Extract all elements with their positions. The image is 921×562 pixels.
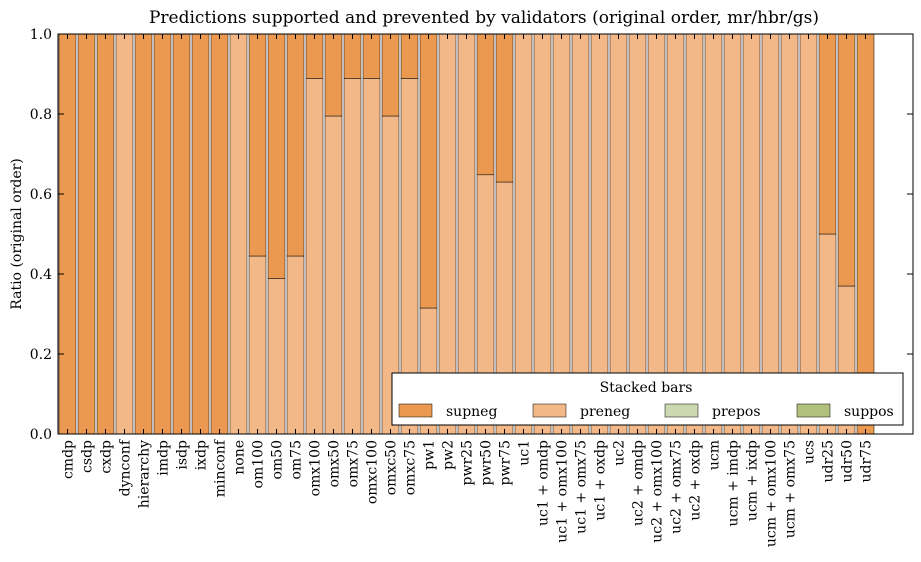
x-tick-label: omxc100 (365, 440, 381, 504)
bar-preneg (115, 33, 134, 435)
bar-supneg (248, 33, 267, 257)
x-tick-label: omx100 (308, 440, 324, 496)
bar-supneg (286, 33, 305, 257)
x-tick-label: om50 (270, 440, 286, 480)
x-tick-label: hierarchy (137, 440, 153, 508)
y-tick-label: 0.8 (30, 107, 52, 123)
x-tick-label: om100 (251, 440, 267, 488)
bar-supneg (381, 33, 400, 117)
x-tick-label: udr50 (840, 440, 856, 483)
bar-preneg (248, 255, 267, 435)
x-tick-label: ucm + omx75 (783, 440, 799, 538)
x-tick-label: uc2 + omx100 (650, 440, 666, 543)
x-tick-label: pw1 (422, 440, 438, 470)
x-tick-label: ucm + imdp (726, 440, 742, 526)
x-tick-label: cmdp (61, 440, 77, 479)
bar-supneg (362, 33, 381, 79)
x-tick-label: uc2 (612, 440, 628, 466)
bar-supneg (77, 33, 96, 435)
bar-preneg (343, 78, 362, 435)
x-tick-label: ucm + omx100 (764, 440, 780, 547)
bar-supneg (837, 33, 856, 287)
x-tick-label: uc2 + omdp (631, 440, 647, 526)
bar-supneg (818, 33, 837, 235)
bar-supneg (96, 33, 115, 435)
x-tick-label: uc1 + oxdp (593, 440, 609, 521)
x-tick-label: dynconf (118, 438, 134, 496)
x-tick-label: cxdp (99, 440, 115, 474)
legend-swatch-supneg (398, 403, 433, 418)
bar-supneg (58, 33, 77, 435)
x-tick-label: uc2 + omx75 (669, 440, 685, 534)
legend-label-prepos: prepos (712, 404, 761, 420)
bar-supneg (191, 33, 210, 435)
bar-supneg (267, 33, 286, 279)
bar-preneg (305, 78, 324, 435)
bar-supneg (495, 33, 514, 183)
bar-preneg (229, 33, 248, 435)
x-tick-label: omx50 (327, 440, 343, 487)
bar-preneg (362, 78, 381, 435)
x-tick-label: uc2 + oxdp (688, 440, 704, 521)
x-tick-label: pwr75 (498, 440, 514, 485)
chart-title: Predictions supported and prevented by v… (149, 8, 819, 28)
y-tick-label: 0.2 (30, 347, 52, 363)
x-tick-label: isdp (175, 440, 191, 470)
x-tick-label: uc1 + omdp (536, 440, 552, 526)
x-tick-label: minconf (213, 438, 229, 497)
axis-ticks: 0.0 0.2 0.4 0.6 0.8 1.0 cmdp csdp cxdp dynconf hie… (30, 27, 913, 547)
x-tick-label: pw2 (441, 440, 457, 470)
y-tick-label: 0.6 (30, 187, 52, 203)
bar-preneg (267, 278, 286, 435)
bar-supneg (134, 33, 153, 435)
x-tick-label: ixdp (194, 440, 210, 470)
legend-label-preneg: preneg (580, 404, 630, 420)
bar-supneg (324, 33, 343, 117)
x-tick-label: uc1 + omx75 (574, 440, 590, 534)
bar-supneg (305, 33, 324, 79)
y-axis-label: Ratio (original order) (9, 158, 25, 310)
x-tick-label: omxc75 (403, 440, 419, 495)
bar-supneg (419, 33, 438, 309)
x-tick-label: uc1 (517, 440, 533, 466)
bar-supneg (400, 33, 419, 79)
x-tick-label: none (232, 440, 248, 475)
bar-supneg (343, 33, 362, 79)
bar-preneg (324, 115, 343, 435)
bar-supneg (153, 33, 172, 435)
legend-label-suppos: suppos (844, 404, 894, 420)
legend-swatch-prepos (664, 403, 699, 418)
x-tick-label: pwr25 (460, 440, 476, 485)
legend-title: Stacked bars (600, 380, 693, 396)
legend-label-supneg: supneg (446, 404, 497, 420)
legend-entries: supneg preneg prepos suppos (398, 403, 894, 420)
x-tick-label: om75 (289, 440, 305, 480)
x-tick-label: udr75 (859, 440, 875, 483)
x-tick-label: ucm (707, 440, 723, 470)
bar-supneg (172, 33, 191, 435)
plot-frame (57, 33, 914, 435)
legend: Stacked bars supneg preneg prepos suppos (391, 372, 904, 426)
bar-supneg (476, 33, 495, 176)
legend-swatch-suppos (796, 403, 831, 418)
legend-swatch-preneg (532, 403, 567, 418)
y-tick-label: 0.4 (30, 267, 52, 283)
y-tick-label: 0.0 (30, 427, 52, 443)
y-tick-label: 1.0 (30, 27, 52, 43)
x-tick-label: uc1 + omx100 (555, 440, 571, 543)
x-tick-label: csdp (80, 440, 96, 473)
x-tick-label: pwr50 (479, 440, 495, 485)
x-tick-label: omx75 (346, 440, 362, 487)
x-tick-label: ucm + ixdp (745, 440, 761, 521)
x-tick-label: ucs (802, 440, 818, 464)
bar-supneg (210, 33, 229, 435)
x-tick-label: imdp (156, 440, 172, 476)
x-tick-label: udr25 (821, 440, 837, 483)
x-tick-label: omxc50 (384, 440, 400, 495)
bar-preneg (286, 255, 305, 435)
